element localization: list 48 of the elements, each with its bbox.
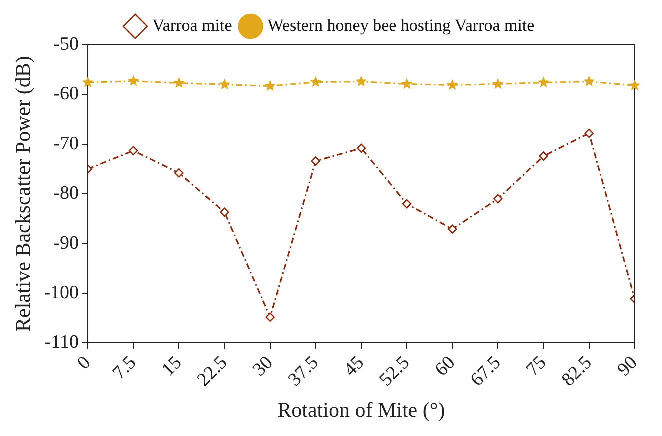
point	[538, 76, 550, 88]
point	[264, 80, 276, 92]
legend-label: Western honey bee hosting Varroa mite	[268, 16, 535, 35]
x-tick-label: 22.5	[193, 352, 232, 391]
point	[173, 77, 185, 88]
point	[356, 76, 368, 87]
point	[174, 168, 184, 178]
y-axis-title: Relative Backscatter Power (dB)	[11, 56, 36, 332]
x-tick-label: 52.5	[376, 352, 414, 391]
x-axis-title: Rotation of Mite (°)	[278, 398, 446, 422]
point	[219, 78, 230, 90]
point	[584, 128, 594, 138]
x-tick-label: 90	[614, 352, 642, 381]
x-tick-label: 30	[249, 352, 278, 381]
point	[539, 152, 548, 161]
x-tick-label: 82.5	[558, 352, 596, 391]
point	[82, 76, 94, 88]
point	[629, 80, 641, 91]
y-tick-label: -80	[54, 183, 80, 204]
point	[220, 208, 230, 218]
point	[584, 76, 596, 87]
x-tick-label: 15	[158, 352, 186, 381]
x-tick-label: 7.5	[109, 352, 141, 384]
x-tick-label: 75	[522, 352, 551, 381]
point	[311, 156, 321, 166]
x-tick-label: 67.5	[466, 352, 506, 391]
point	[356, 144, 366, 154]
point	[310, 76, 322, 88]
point	[492, 78, 504, 90]
point	[128, 146, 138, 156]
point	[494, 194, 503, 204]
point	[401, 78, 413, 90]
y-tick-label: -90	[54, 232, 80, 254]
x-tick-label: 45	[340, 352, 369, 381]
legend-label: Varroa mite	[152, 16, 232, 35]
y-tick-label: -100	[44, 282, 80, 304]
x-tick-label: 0	[74, 352, 96, 374]
point	[128, 75, 140, 86]
x-tick-label: 60	[431, 352, 460, 381]
point	[402, 199, 412, 209]
y-tick-label: -50	[54, 34, 80, 55]
x-tick-label: 37.5	[284, 352, 323, 391]
point	[446, 79, 458, 90]
point	[448, 224, 458, 234]
point	[266, 312, 275, 322]
y-tick-label: -70	[54, 133, 80, 154]
y-tick-label: -110	[44, 332, 80, 354]
y-tick-label: -60	[54, 84, 80, 105]
